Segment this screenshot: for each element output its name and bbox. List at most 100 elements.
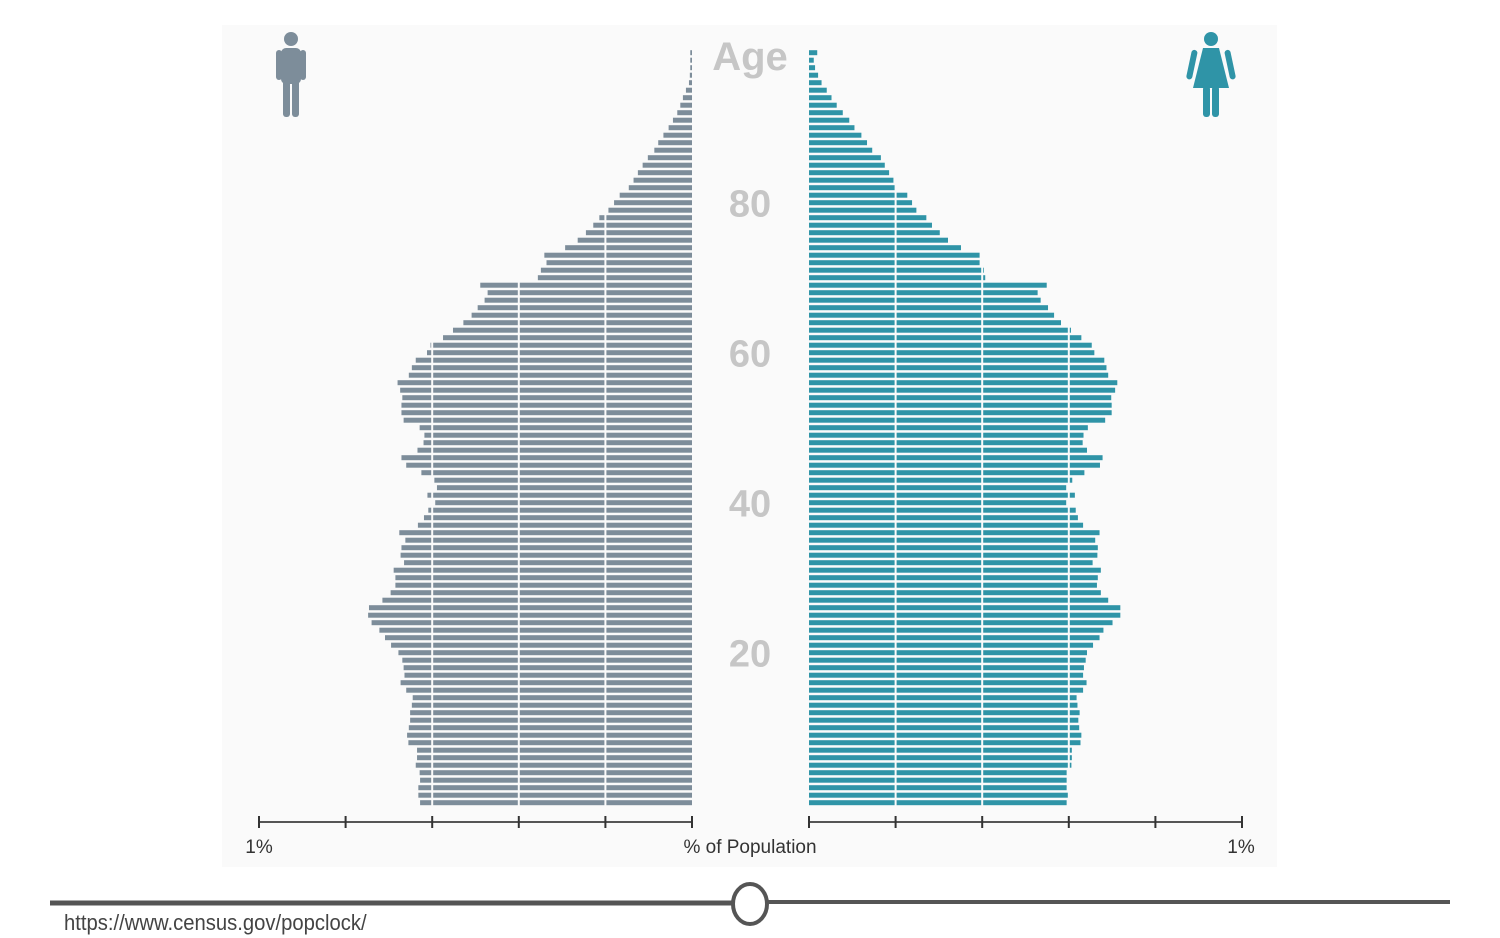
female-bar-age-88	[809, 140, 868, 146]
female-bar-age-7	[809, 747, 1072, 753]
female-bar-age-98	[809, 65, 816, 71]
female-bar-age-19	[809, 657, 1086, 663]
male-bar-age-71	[540, 267, 692, 273]
female-bar-age-94	[809, 95, 832, 101]
male-bar-age-88	[658, 140, 692, 146]
female-bar-age-34	[809, 545, 1098, 551]
male-bar-age-50	[419, 425, 692, 431]
female-bar-age-82	[809, 185, 896, 191]
male-bar-age-46	[401, 455, 692, 461]
female-bar-age-95	[809, 87, 827, 93]
male-bar-age-35	[405, 537, 692, 543]
female-bar-age-13	[809, 702, 1078, 708]
male-bar-age-37	[417, 522, 692, 528]
female-bar-age-33	[809, 552, 1098, 558]
male-bar-age-38	[423, 515, 692, 521]
female-bar-age-64	[809, 320, 1062, 326]
male-bar-age-28	[390, 590, 692, 596]
female-bar-age-53	[809, 402, 1112, 408]
male-bar-age-73	[544, 252, 692, 258]
female-bar-age-21	[809, 642, 1094, 648]
male-bar-age-1	[418, 792, 692, 798]
female-bar-age-72	[809, 260, 980, 266]
male-bar-age-77	[593, 222, 692, 228]
female-bar-age-54	[809, 395, 1112, 401]
year-slider[interactable]	[50, 882, 1450, 926]
male-bar-age-68	[487, 290, 692, 296]
source-url[interactable]: https://www.census.gov/popclock/	[64, 910, 367, 935]
female-bar-age-84	[809, 170, 890, 176]
male-bar-age-61	[430, 342, 692, 348]
male-bar-age-21	[391, 642, 692, 648]
female-bar-age-42	[809, 485, 1067, 491]
male-bar-age-89	[663, 132, 692, 138]
male-bar-age-80	[614, 200, 692, 206]
female-bar-age-97	[809, 72, 819, 78]
female-bar-age-1	[809, 792, 1069, 798]
female-bar-age-60	[809, 350, 1095, 356]
female-bar-age-75	[809, 237, 948, 243]
female-bar-age-20	[809, 650, 1087, 656]
female-bar-age-59	[809, 357, 1105, 363]
female-bar-age-87	[809, 147, 873, 153]
age-tick-label: 40	[729, 484, 771, 526]
female-bar-age-28	[809, 590, 1101, 596]
female-bar-age-31	[809, 567, 1101, 573]
male-bar-age-86	[647, 155, 692, 161]
female-bar-age-70	[809, 275, 986, 281]
x-right-label: 1%	[1227, 837, 1255, 858]
male-bar-age-45	[406, 462, 692, 468]
male-bar-age-98	[690, 65, 692, 71]
male-bar-age-63	[452, 327, 692, 333]
male-bar-age-17	[404, 672, 692, 678]
male-bar-age-11	[410, 717, 692, 723]
male-bar-age-56	[397, 380, 692, 386]
female-icon	[1186, 32, 1236, 117]
female-bar-age-11	[809, 717, 1079, 723]
chart-background	[222, 25, 1277, 867]
age-axis-label: Age	[712, 35, 788, 79]
male-bar-age-93	[680, 102, 692, 108]
female-bar-age-93	[809, 102, 837, 108]
male-bar-age-12	[410, 710, 692, 716]
female-bar-age-99	[809, 57, 814, 63]
age-tick-label: 60	[729, 334, 771, 376]
female-bar-age-77	[809, 222, 932, 228]
male-bar-age-84	[637, 170, 692, 176]
male-bar-age-44	[421, 470, 692, 476]
female-bar-age-62	[809, 335, 1082, 341]
male-bar-age-85	[642, 162, 692, 168]
female-bar-age-81	[809, 192, 908, 198]
male-bar-age-18	[403, 665, 692, 671]
x-left-label: 1%	[245, 837, 273, 858]
male-bar-age-6	[417, 755, 692, 761]
male-bar-age-76	[585, 230, 692, 236]
female-bar-age-49	[809, 432, 1084, 438]
male-bar-age-23	[379, 627, 692, 633]
male-bar-age-96	[688, 80, 692, 86]
female-bar-age-8	[809, 740, 1081, 746]
male-bar-age-25	[368, 612, 692, 618]
female-bar-age-38	[809, 515, 1078, 521]
female-bar-age-23	[809, 627, 1104, 633]
female-bar-age-61	[809, 342, 1092, 348]
female-bar-age-32	[809, 560, 1093, 566]
female-bar-age-80	[809, 200, 913, 206]
female-bar-age-16	[809, 680, 1087, 686]
male-bar-age-4	[419, 770, 692, 776]
female-bar-age-85	[809, 162, 885, 168]
male-bar-age-78	[599, 215, 692, 221]
female-bar-age-74	[809, 245, 961, 251]
female-bar-age-30	[809, 575, 1098, 581]
female-bar-age-66	[809, 305, 1049, 311]
male-bar-age-67	[484, 297, 692, 303]
age-tick-label: 80	[729, 184, 771, 226]
male-bar-age-22	[385, 635, 692, 641]
male-bar-age-32	[404, 560, 692, 566]
female-bar-age-65	[809, 312, 1055, 318]
female-bar-age-58	[809, 365, 1107, 371]
male-bar-age-42	[436, 485, 692, 491]
male-bar-age-13	[411, 702, 692, 708]
female-bar-age-100	[809, 50, 818, 56]
slider-handle[interactable]	[731, 882, 769, 926]
